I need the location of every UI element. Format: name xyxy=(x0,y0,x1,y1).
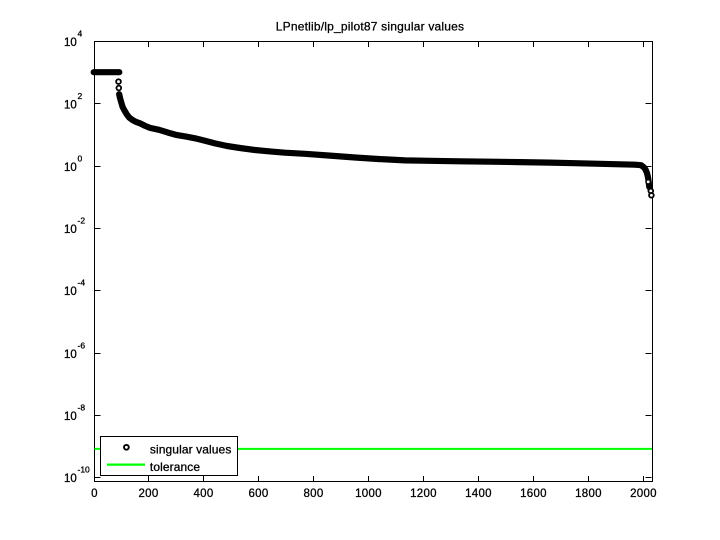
svg-text:-6: -6 xyxy=(78,341,86,351)
svg-text:200: 200 xyxy=(138,488,158,500)
svg-text:2: 2 xyxy=(78,91,83,101)
svg-text:-10: -10 xyxy=(78,465,91,475)
svg-text:1600: 1600 xyxy=(520,488,547,500)
svg-text:10: 10 xyxy=(64,411,77,423)
svg-text:1400: 1400 xyxy=(465,488,492,500)
svg-text:10: 10 xyxy=(64,286,77,298)
svg-text:1800: 1800 xyxy=(575,488,602,500)
svg-text:tolerance: tolerance xyxy=(150,460,200,474)
svg-text:-4: -4 xyxy=(78,278,86,288)
svg-text:singular values: singular values xyxy=(150,443,232,457)
svg-text:1000: 1000 xyxy=(355,488,382,500)
svg-text:600: 600 xyxy=(248,488,268,500)
svg-text:0: 0 xyxy=(78,154,83,164)
svg-text:LPnetlib/lp_pilot87 singular v: LPnetlib/lp_pilot87 singular values xyxy=(276,20,464,34)
svg-text:10: 10 xyxy=(64,37,77,49)
svg-text:10: 10 xyxy=(64,224,77,236)
svg-text:0: 0 xyxy=(91,488,98,500)
svg-text:-8: -8 xyxy=(78,403,86,413)
svg-text:10: 10 xyxy=(64,349,77,361)
svg-text:10: 10 xyxy=(64,162,77,174)
svg-text:400: 400 xyxy=(193,488,213,500)
svg-text:1200: 1200 xyxy=(410,488,437,500)
svg-text:10: 10 xyxy=(64,473,77,485)
svg-text:800: 800 xyxy=(303,488,323,500)
svg-text:-2: -2 xyxy=(78,216,86,226)
svg-text:4: 4 xyxy=(78,29,83,39)
svg-text:2000: 2000 xyxy=(630,488,657,500)
svg-text:10: 10 xyxy=(64,100,77,112)
